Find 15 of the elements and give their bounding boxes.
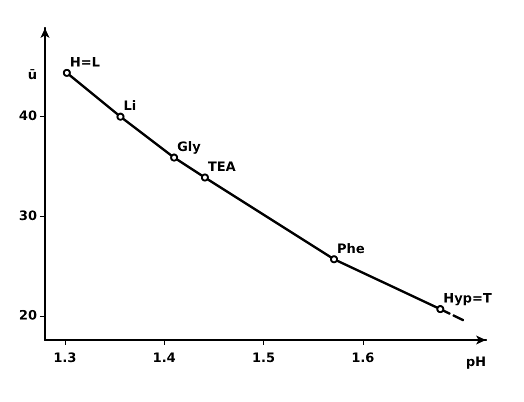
y-tick-label: 30 [18, 208, 37, 224]
annotation: Hyp=T [443, 292, 492, 307]
annotation: Phe [337, 242, 365, 257]
y-tick-label: 40 [18, 109, 37, 124]
annotation: H=L [70, 55, 100, 70]
x-tick-label: 1.6 [351, 351, 374, 366]
x-tick-label: 1.3 [53, 351, 76, 366]
x-tick-label: 1.5 [252, 351, 276, 366]
x-axis-title: pH [466, 355, 486, 370]
y-axis-title: ū [28, 68, 37, 83]
y-tick-label: 20 [18, 308, 37, 324]
x-tick-label: 1.4 [152, 351, 176, 366]
annotation: TEA [208, 160, 236, 176]
annotation: Li [123, 99, 136, 114]
annotation: Gly [177, 140, 202, 156]
